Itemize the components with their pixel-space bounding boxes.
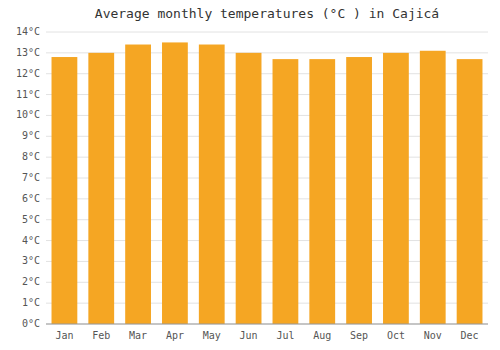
bar [346, 57, 372, 324]
bar [273, 59, 299, 324]
y-tick-label: 12°C [16, 68, 40, 79]
y-tick-label: 2°C [22, 276, 40, 287]
x-tick-label: Dec [461, 330, 479, 341]
x-tick-label: Jul [276, 330, 294, 341]
y-tick-label: 5°C [22, 214, 40, 225]
x-tick-label: Nov [424, 330, 442, 341]
y-grid [46, 32, 488, 324]
y-tick-label: 6°C [22, 193, 40, 204]
x-tick-label: Feb [92, 330, 110, 341]
bar [309, 59, 335, 324]
bar [52, 57, 78, 324]
x-tick-label: May [203, 330, 221, 341]
x-tick-label: Jun [240, 330, 258, 341]
y-tick-label: 3°C [22, 255, 40, 266]
x-ticks: Jan Feb Mar Apr May Jun Jul Aug Sep Oct Nov Dec [55, 330, 478, 341]
x-tick-label: Sep [350, 330, 368, 341]
grid-line [46, 32, 488, 33]
y-tick-label: 7°C [22, 172, 40, 183]
y-tick-label: 11°C [16, 89, 40, 100]
x-tick-label: Apr [166, 330, 184, 341]
x-tick-label: Jan [55, 330, 73, 341]
y-tick-label: 1°C [22, 297, 40, 308]
y-tick-label: 8°C [22, 151, 40, 162]
y-tick-label: 4°C [22, 235, 40, 246]
y-tick-label: 10°C [16, 109, 40, 120]
y-tick-label: 14°C [16, 26, 40, 37]
bar [420, 51, 446, 324]
y-ticks: 0°C 1°C 2°C 3°C 4°C 5°C 6°C 7°C 8°C 9°C 10°C 11°C 12… [16, 26, 40, 329]
y-tick-label: 9°C [22, 130, 40, 141]
title: Average monthly temperatures (°C ) in Ca… [95, 6, 439, 21]
bar [199, 45, 225, 324]
y-tick-label: 0°C [22, 318, 40, 329]
bar [88, 53, 114, 324]
y-tick-label: 13°C [16, 47, 40, 58]
chart-svg: 0°C 1°C 2°C 3°C 4°C 5°C 6°C 7°C 8°C 9°C 10°C 11°C 12… [0, 0, 500, 350]
x-tick-label: Mar [129, 330, 147, 341]
bar [457, 59, 483, 324]
x-tick-label: Oct [387, 330, 405, 341]
bars [52, 42, 483, 324]
bar [162, 42, 188, 324]
chart-container: 0°C 1°C 2°C 3°C 4°C 5°C 6°C 7°C 8°C 9°C 10°C 11°C 12… [0, 0, 500, 350]
x-axis-line [46, 324, 488, 325]
bar [125, 45, 151, 324]
bar [383, 53, 409, 324]
x-tick-label: Aug [313, 330, 331, 341]
bar [236, 53, 262, 324]
grid-line [46, 324, 488, 325]
